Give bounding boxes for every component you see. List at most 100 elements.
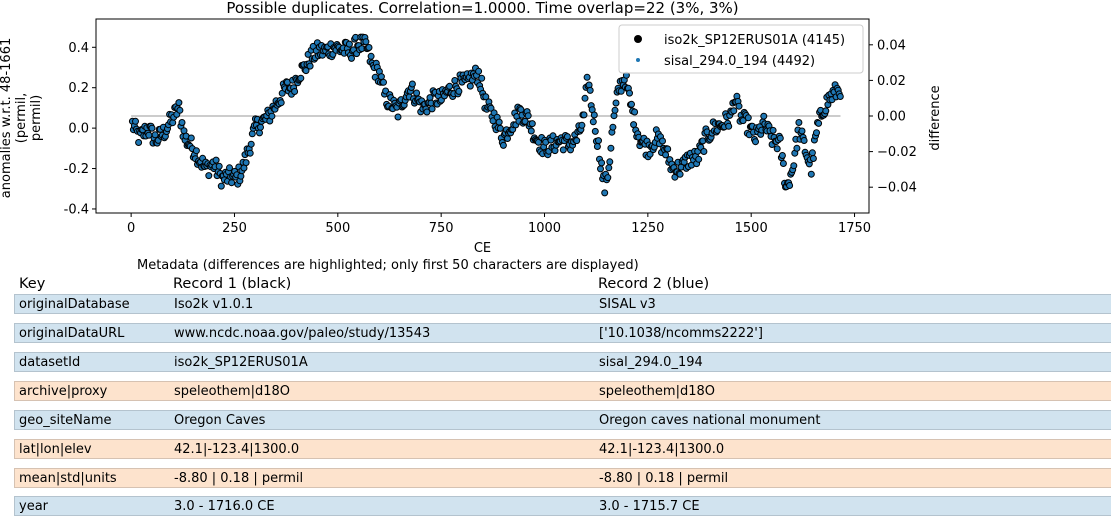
data-point <box>800 137 808 144</box>
data-point <box>739 117 747 125</box>
data-point <box>790 162 798 170</box>
x-tick-label: 750 <box>429 221 454 236</box>
legend-box <box>618 24 864 74</box>
data-point <box>212 156 220 164</box>
data-point <box>798 127 806 135</box>
data-point <box>604 174 612 182</box>
row-record1: -8.80 | 0.18 | permil <box>174 471 304 486</box>
data-point <box>676 170 684 178</box>
data-point <box>148 124 156 132</box>
data-point <box>466 82 474 90</box>
data-point <box>365 44 373 51</box>
metadata-row: datasetId iso2k_SP12ERUS01A sisal_294.0_19… <box>14 352 1111 372</box>
data-point <box>760 112 768 120</box>
data-point <box>617 87 625 95</box>
data-point <box>822 107 830 115</box>
y-axis-label: permil) <box>29 95 44 141</box>
metadata-row: mean|std|units -8.80 | 0.18 | permil -8.80… <box>14 468 1111 488</box>
y2-tick-label: 0.02 <box>877 74 906 89</box>
data-point <box>175 99 183 107</box>
row-key: lat|lon|elev <box>19 442 92 457</box>
data-point <box>257 123 264 131</box>
data-point <box>597 165 604 173</box>
row-record1: 42.1|-123.4|1300.0 <box>174 442 300 457</box>
x-tick-label: 250 <box>222 221 247 236</box>
row-record1: www.ncdc.noaa.gov/paleo/study/13543 <box>174 326 431 341</box>
data-point <box>496 124 504 132</box>
metadata-row: originalDataURL www.ncdc.noaa.gov/paleo/s… <box>14 323 1111 343</box>
row-key: originalDatabase <box>19 297 130 312</box>
data-point <box>487 104 495 112</box>
y-tick-label: 0.4 <box>68 41 89 56</box>
data-point <box>248 130 256 138</box>
data-point <box>626 89 633 97</box>
metadata-row: geo_siteName Oregon Caves Oregon caves nat… <box>14 410 1111 430</box>
data-point <box>815 119 823 127</box>
x-tick-label: 1500 <box>735 221 768 236</box>
data-point <box>135 139 143 146</box>
metadata-row: year 3.0 - 1716.0 CE 3.0 - 1715.7 CE <box>14 496 1111 516</box>
data-point <box>499 141 507 149</box>
data-point <box>578 121 586 129</box>
data-point <box>151 131 159 139</box>
data-point <box>559 146 567 154</box>
y-axis-label: (permil, <box>14 93 29 143</box>
metadata-row: lat|lon|elev 42.1|-123.4|1300.0 42.1|-123.… <box>14 439 1111 459</box>
row-key: mean|std|units <box>19 471 117 486</box>
data-point <box>176 106 184 114</box>
row-record1: Oregon Caves <box>174 413 266 428</box>
data-point <box>607 144 615 152</box>
data-point <box>535 138 542 146</box>
data-point <box>527 127 535 135</box>
data-point <box>735 102 743 110</box>
data-point <box>169 119 177 127</box>
data-point <box>593 143 601 150</box>
metadata-row: originalDatabase Iso2k v1.0.1 SISAL v3 <box>14 294 1111 314</box>
data-point <box>178 119 186 126</box>
row-record2: Oregon caves national monument <box>599 413 821 428</box>
data-point <box>237 172 245 180</box>
header-record1: Record 1 (black) <box>173 276 292 292</box>
data-point <box>631 108 639 116</box>
row-record2: sisal_294.0_194 <box>599 355 703 370</box>
data-point <box>659 137 666 145</box>
data-point <box>609 123 617 131</box>
chart-title: Possible duplicates. Correlation=1.0000.… <box>226 0 738 17</box>
data-point <box>408 80 416 88</box>
y-axis-label: anomalies w.r.t. 48-1661 <box>0 38 14 198</box>
data-point <box>451 77 459 84</box>
data-point <box>256 129 263 137</box>
data-point <box>226 164 233 172</box>
data-point <box>394 113 402 121</box>
data-point <box>413 89 421 97</box>
row-record2: 3.0 - 1715.7 CE <box>599 499 700 514</box>
row-record1: 3.0 - 1716.0 CE <box>174 499 275 514</box>
data-point <box>836 93 844 100</box>
data-point <box>428 105 436 113</box>
y2-axis-label: difference <box>928 85 943 150</box>
data-point <box>769 126 777 134</box>
data-point <box>808 149 816 157</box>
row-key: archive|proxy <box>19 384 108 399</box>
data-point <box>809 155 817 162</box>
data-point <box>205 172 213 180</box>
x-tick-label: 500 <box>325 221 350 236</box>
data-point <box>612 99 620 107</box>
data-point <box>778 152 786 159</box>
data-point <box>695 155 703 163</box>
header-record2: Record 2 (blue) <box>598 276 710 292</box>
data-point <box>187 134 195 142</box>
y2-tick-label: −0.02 <box>877 145 917 160</box>
data-point <box>776 134 784 142</box>
row-record2: ['10.1038/ncomms2222'] <box>599 326 763 341</box>
data-point <box>813 129 820 137</box>
data-point <box>605 164 613 172</box>
data-point <box>725 122 733 130</box>
data-point <box>455 87 463 95</box>
y2-tick-label: 0.04 <box>877 38 906 53</box>
data-point <box>611 106 619 114</box>
data-point <box>297 74 305 82</box>
data-point <box>583 73 591 81</box>
data-point <box>495 118 503 126</box>
data-point <box>591 127 599 135</box>
